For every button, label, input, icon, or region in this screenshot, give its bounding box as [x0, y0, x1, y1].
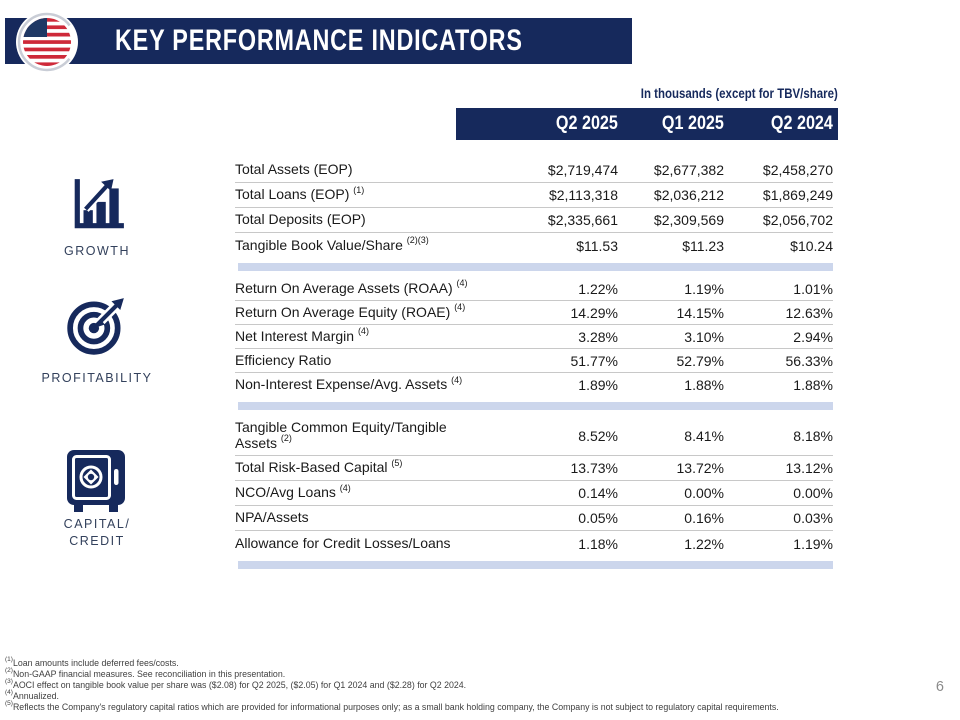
row-label: Return On Average Equity (ROAE) (4) — [235, 302, 466, 320]
row-value: $11.53 — [576, 237, 618, 254]
row-value: 13.12% — [785, 460, 833, 476]
row-value: $10.24 — [790, 237, 833, 254]
column-header-bar: Q2 2025 Q1 2025 Q2 2024 — [456, 108, 838, 140]
row-label: Total Risk-Based Capital (5) — [235, 457, 403, 476]
row-value: 1.22% — [578, 280, 618, 297]
kpi-table: Total Assets (EOP) $2,719,474 $2,677,382… — [235, 158, 833, 575]
row-value: 12.63% — [785, 304, 833, 321]
row-label: Allowance for Credit Losses/Loans — [235, 534, 451, 551]
row-label: Tangible Book Value/Share (2)(3) — [235, 235, 429, 253]
section-divider — [238, 402, 833, 410]
row-value: 1.01% — [793, 280, 833, 297]
column-header-q1-2025: Q1 2025 — [662, 113, 724, 134]
footnote: (3)AOCI effect on tangible book value pe… — [5, 677, 467, 690]
row-value: $2,458,270 — [762, 162, 833, 178]
company-flag-logo-icon — [16, 11, 78, 73]
row-value: 3.10% — [684, 328, 724, 345]
section-divider — [238, 263, 833, 271]
row-label: Tangible Common Equity/Tangible Assets (… — [235, 418, 447, 451]
table-row: Non-Interest Expense/Avg. Assets (4) 1.8… — [235, 373, 833, 397]
footnote: (5)Reflects the Company's regulatory cap… — [5, 699, 779, 712]
row-label: NPA/Assets — [235, 509, 309, 526]
capital-credit-section: Tangible Common Equity/Tangible Assets (… — [235, 416, 833, 556]
row-label: Net Interest Margin (4) — [235, 326, 369, 344]
footnote: (2)Non-GAAP financial measures. See reco… — [5, 666, 286, 679]
row-value: 13.73% — [570, 460, 618, 476]
footnote: (1)Loan amounts include deferred fees/co… — [5, 656, 179, 668]
row-value: 0.03% — [793, 510, 833, 526]
row-value: 8.52% — [578, 427, 618, 444]
table-row: Total Risk-Based Capital (5) 13.73% 13.7… — [235, 456, 833, 481]
profitability-target-icon — [67, 298, 124, 355]
row-value: $1,869,249 — [762, 187, 833, 203]
profitability-section: Return On Average Assets (ROAA) (4) 1.22… — [235, 277, 833, 397]
row-value: 8.41% — [684, 427, 724, 444]
row-value: 1.22% — [684, 535, 724, 552]
row-label: Non-Interest Expense/Avg. Assets (4) — [235, 374, 463, 393]
row-value: 0.00% — [793, 485, 833, 501]
row-value: 14.15% — [676, 304, 724, 321]
row-value: 1.18% — [578, 535, 618, 552]
row-value: 1.88% — [684, 377, 724, 393]
row-value: $2,036,212 — [653, 187, 724, 203]
row-label: NCO/Avg Loans (4) — [235, 482, 351, 501]
row-value: 1.19% — [793, 535, 833, 552]
table-row: Total Assets (EOP) $2,719,474 $2,677,382… — [235, 158, 833, 183]
row-value: $2,309,569 — [653, 212, 724, 228]
row-label: Efficiency Ratio — [235, 351, 332, 368]
row-value: $2,677,382 — [653, 162, 724, 178]
row-value: $2,335,661 — [547, 212, 618, 228]
row-value: 0.05% — [578, 510, 618, 526]
table-row: Total Loans (EOP) (1) $2,113,318 $2,036,… — [235, 183, 833, 208]
row-value: 51.77% — [570, 352, 618, 369]
row-value: 14.29% — [570, 304, 618, 321]
row-value: 1.19% — [684, 280, 724, 297]
row-value: 52.79% — [676, 352, 724, 369]
table-row: Return On Average Equity (ROAE) (4) 14.2… — [235, 301, 833, 325]
column-header-q2-2025: Q2 2025 — [556, 113, 618, 134]
table-row: Efficiency Ratio 51.77% 52.79% 56.33% — [235, 349, 833, 373]
growth-section: Total Assets (EOP) $2,719,474 $2,677,382… — [235, 158, 833, 258]
row-value: 2.94% — [793, 328, 833, 345]
table-row: Net Interest Margin (4) 3.28% 3.10% 2.94… — [235, 325, 833, 349]
row-value: $2,719,474 — [547, 162, 618, 178]
footnote: (4)Annualized. — [5, 688, 59, 701]
row-label: Total Deposits (EOP) — [235, 211, 366, 228]
table-row: Allowance for Credit Losses/Loans 1.18% … — [235, 531, 833, 556]
capital-credit-section-label: CAPITAL/ CREDIT — [63, 517, 131, 548]
table-row: Total Deposits (EOP) $2,335,661 $2,309,5… — [235, 208, 833, 233]
table-row: Tangible Common Equity/Tangible Assets (… — [235, 416, 833, 456]
units-note: In thousands (except for TBV/share) — [640, 86, 838, 101]
profitability-section-label: PROFITABILITY — [41, 371, 153, 385]
capital-safe-vault-icon — [67, 450, 125, 512]
row-value: $2,056,702 — [762, 212, 833, 228]
column-header-q2-2024: Q2 2024 — [771, 113, 833, 134]
table-row: Return On Average Assets (ROAA) (4) 1.22… — [235, 277, 833, 301]
growth-bar-chart-icon — [74, 179, 124, 229]
table-row: Tangible Book Value/Share (2)(3) $11.53 … — [235, 233, 833, 258]
row-label: Return On Average Assets (ROAA) (4) — [235, 278, 468, 296]
row-value: 13.72% — [676, 460, 724, 476]
row-value: 0.00% — [684, 485, 724, 501]
row-label: Total Loans (EOP) (1) — [235, 184, 365, 203]
page-number: 6 — [935, 679, 944, 695]
row-value: 8.18% — [793, 427, 833, 444]
row-value: $11.23 — [682, 237, 724, 254]
footnotes: (1)Loan amounts include deferred fees/co… — [5, 656, 825, 713]
title-bar: KEY PERFORMANCE INDICATORS — [5, 18, 632, 64]
row-value: 1.89% — [578, 377, 618, 393]
growth-section-label: GROWTH — [64, 244, 130, 258]
row-label: Total Assets (EOP) — [235, 161, 353, 178]
page-title: KEY PERFORMANCE INDICATORS — [115, 24, 523, 57]
row-value: 56.33% — [785, 352, 833, 369]
row-value: 3.28% — [578, 328, 618, 345]
row-value: 1.88% — [793, 377, 833, 393]
row-value: $2,113,318 — [548, 187, 618, 203]
row-value: 0.14% — [578, 485, 618, 501]
table-row: NCO/Avg Loans (4) 0.14% 0.00% 0.00% — [235, 481, 833, 506]
table-row: NPA/Assets 0.05% 0.16% 0.03% — [235, 506, 833, 531]
section-divider — [238, 561, 833, 569]
row-value: 0.16% — [684, 510, 724, 526]
